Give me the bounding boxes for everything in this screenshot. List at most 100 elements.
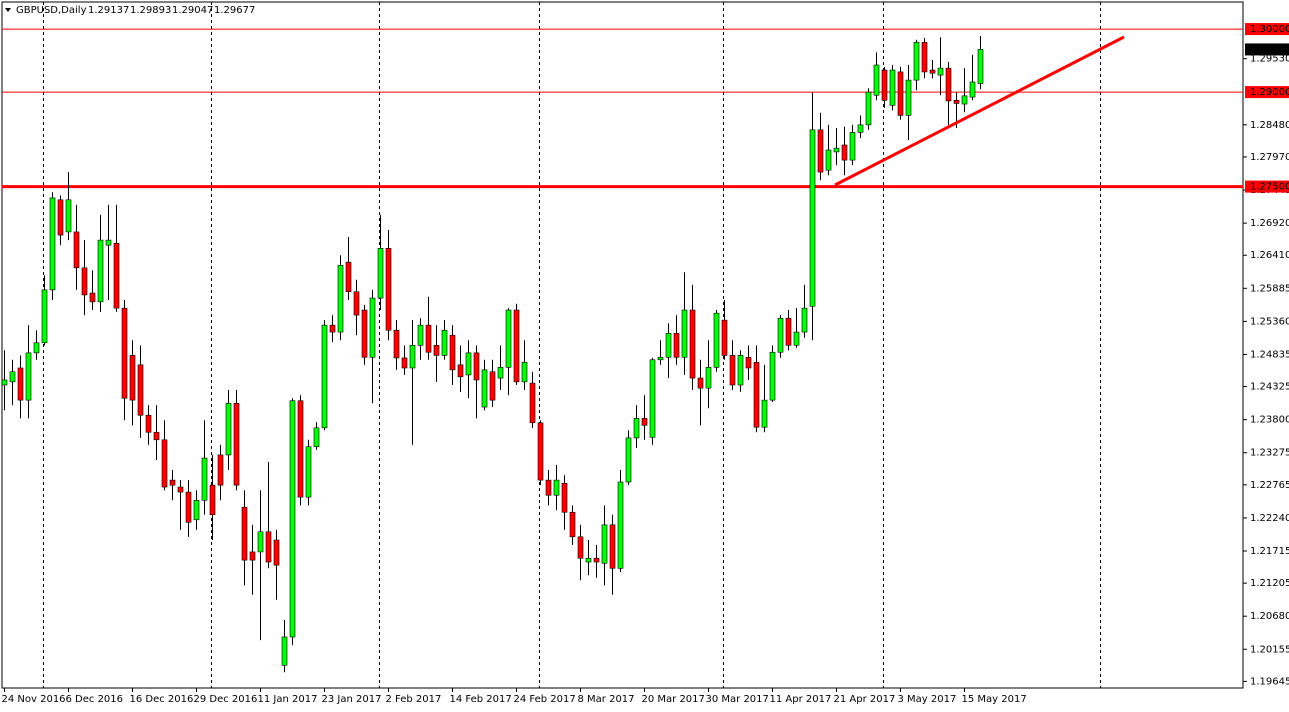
candle-body <box>145 414 152 433</box>
level-label: 1.30000 <box>1250 24 1289 35</box>
candle-body <box>777 317 784 353</box>
x-tick-label: 15 May 2017 <box>962 694 1027 705</box>
candle-body <box>913 42 920 81</box>
candle-body <box>929 69 936 74</box>
x-tick-label: 24 Nov 2016 <box>2 694 66 705</box>
candle-body <box>585 557 592 563</box>
candle-body <box>257 531 264 553</box>
candle-body <box>1 379 8 386</box>
candle-body <box>113 242 120 309</box>
y-tick-label: 1.25885 <box>1250 283 1289 294</box>
candle-body <box>505 309 512 368</box>
candle-body <box>385 248 392 331</box>
candle-body <box>433 345 440 356</box>
candle-body <box>545 479 552 496</box>
candle-body <box>665 333 672 358</box>
candle-body <box>793 331 800 346</box>
candle-body <box>689 309 696 379</box>
candle-body <box>969 81 976 98</box>
y-tick-label: 1.22240 <box>1250 513 1289 524</box>
candle-body <box>249 551 256 561</box>
candle-body <box>617 481 624 569</box>
x-tick-label: 21 Apr 2017 <box>834 694 896 705</box>
candle-body <box>537 422 544 481</box>
price-axis: 1.295301.284801.279701.274451.269201.264… <box>2 23 1289 705</box>
candle-body <box>569 511 576 538</box>
x-tick-label: 16 Dec 2016 <box>130 694 194 705</box>
candle-body <box>649 359 656 438</box>
candle-body <box>961 95 968 105</box>
y-tick-label: 1.28480 <box>1250 120 1289 131</box>
candle-body <box>521 362 528 383</box>
candle-body <box>441 329 448 356</box>
level-label: 1.29000 <box>1250 87 1289 98</box>
candle-body <box>873 64 880 96</box>
candle-body <box>785 317 792 346</box>
candle-body <box>769 351 776 401</box>
candle-body <box>681 309 688 358</box>
candle-body <box>193 499 200 521</box>
candle-body <box>17 367 24 401</box>
candle-body <box>745 356 752 369</box>
candle-body <box>233 402 240 486</box>
candle-body <box>657 356 664 361</box>
levels <box>2 28 1243 189</box>
candle-body <box>817 129 824 173</box>
candle-body <box>305 446 312 498</box>
y-tick-label: 1.26920 <box>1250 218 1289 229</box>
candle-body <box>705 367 712 389</box>
candle-body <box>201 457 208 501</box>
menu-triangle <box>5 8 11 12</box>
y-tick-label: 1.24835 <box>1250 349 1289 360</box>
candle-body <box>9 371 16 383</box>
header-low: 1.29047 <box>172 5 213 16</box>
candle-body <box>129 355 136 401</box>
x-tick-label: 14 Feb 2017 <box>450 694 512 705</box>
candle-body <box>425 324 432 353</box>
candle-body <box>73 231 80 269</box>
candle-body <box>273 539 280 566</box>
candle-body <box>937 67 944 76</box>
x-tick-label: 29 Dec 2016 <box>194 694 258 705</box>
candle-body <box>889 69 896 106</box>
candle-body <box>169 479 176 486</box>
y-tick-label: 1.20155 <box>1250 644 1289 655</box>
candle-body <box>337 265 344 333</box>
y-tick-label: 1.26410 <box>1250 250 1289 261</box>
candle-body <box>465 352 472 376</box>
candle-body <box>713 312 720 368</box>
candle-body <box>489 371 496 401</box>
candle-body <box>905 79 912 116</box>
candle-body <box>641 418 648 426</box>
candle-body <box>945 67 952 102</box>
candle-body <box>265 531 272 563</box>
x-tick-label: 24 Feb 2017 <box>514 694 576 705</box>
candle-body <box>217 454 224 486</box>
candle-body <box>377 248 384 299</box>
candle-body <box>753 362 760 428</box>
candle-body <box>625 437 632 483</box>
candles <box>1 35 984 673</box>
candle-body <box>393 329 400 359</box>
candle-body <box>633 418 640 439</box>
candle-body <box>809 129 816 307</box>
candle-body <box>81 267 88 296</box>
candle-body <box>721 319 728 356</box>
y-tick-label: 1.21205 <box>1250 578 1289 589</box>
candle-body <box>25 352 32 401</box>
candle-body <box>97 239 104 303</box>
candle-body <box>313 427 320 448</box>
y-tick-label: 1.21715 <box>1250 546 1289 557</box>
candle-body <box>897 71 904 116</box>
candle-body <box>185 491 192 523</box>
candle-body <box>57 199 64 236</box>
candle-body <box>865 91 872 126</box>
candle-body <box>457 364 464 378</box>
y-tick-label: 1.22765 <box>1250 480 1289 491</box>
x-tick-label: 30 Mar 2017 <box>706 694 769 705</box>
candle-body <box>881 69 888 101</box>
candle-body <box>921 42 928 73</box>
candle-body <box>105 239 112 246</box>
candle-body <box>761 399 768 428</box>
candle-body <box>497 367 504 379</box>
